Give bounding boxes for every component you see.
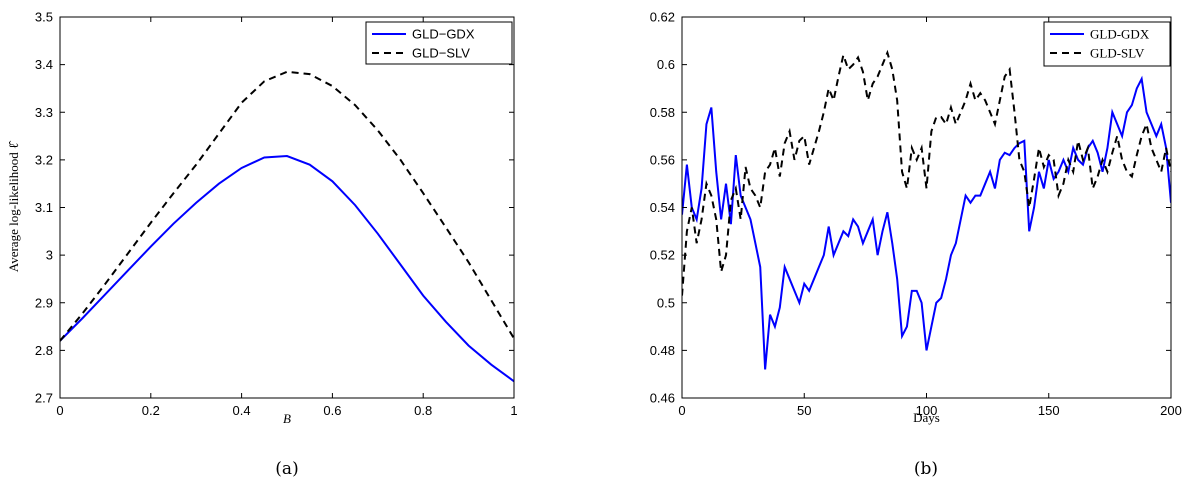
legend-entry-label: GLD-GDX [1090, 27, 1150, 42]
x-tick-label: 0 [678, 403, 685, 418]
y-tick-label: 2.8 [35, 343, 53, 358]
y-tick-label: 3.5 [35, 10, 53, 25]
series-line-gld-slv [60, 70, 514, 342]
chart-panel-b: 0 50 100 150 200 0.46 0.48 0.5 0.52 0.54 0.56 0.58 0… [650, 10, 1182, 480]
y-tick-label: 2.9 [35, 295, 53, 310]
x-tick-label: 0.2 [142, 403, 160, 418]
legend-box [365, 21, 513, 65]
legend-entry-label: GLD-SLV [1090, 46, 1145, 61]
x-tick-label: 0.6 [323, 403, 341, 418]
x-axis-label: B [283, 411, 291, 426]
x-tick-label: 200 [1160, 403, 1182, 418]
y-tick-label: 0.62 [650, 10, 675, 25]
y-tick-label: 0.6 [657, 57, 675, 72]
y-tick-label: 2.7 [35, 391, 53, 406]
axes-frame [59, 16, 515, 399]
x-tick-label: 50 [797, 403, 811, 418]
y-tick-label: 0.48 [650, 343, 675, 358]
series-line-gld-slv [682, 49, 1171, 296]
x-tick-label: 0.8 [414, 403, 432, 418]
series-line-gld-gdx [60, 155, 514, 383]
series-line-gld-gdx [682, 75, 1171, 370]
y-tick-label: 3 [46, 248, 53, 263]
x-axis-label: Days [913, 410, 940, 425]
y-tick-label: 0.56 [650, 152, 675, 167]
x-tick-label: 0.4 [233, 403, 251, 418]
legend: GLD-GDX GLD-SLV [1043, 21, 1171, 67]
x-tick-label: 1 [510, 403, 517, 418]
x-tick-label: 150 [1038, 403, 1060, 418]
y-tick-label: 0.5 [657, 295, 675, 310]
y-tick-label: 3.2 [35, 152, 53, 167]
legend-entry-label: GLD−SLV [412, 46, 470, 61]
y-tick-label: 0.46 [650, 391, 675, 406]
y-tick-label: 0.52 [650, 248, 675, 263]
y-tick-label: 3.3 [35, 105, 53, 120]
panel-caption: (b) [914, 459, 938, 479]
legend-entry-label: GLD−GDX [412, 27, 475, 42]
y-tick-label: 3.1 [35, 200, 53, 215]
legend-box [1043, 21, 1171, 67]
y-axis-label: Average log-likelihood ℓ̂ [6, 140, 21, 272]
y-tick-label: 0.54 [650, 200, 675, 215]
panel-caption: (a) [275, 459, 298, 479]
y-tick-label: 3.4 [35, 57, 53, 72]
legend: GLD−GDX GLD−SLV [365, 21, 513, 65]
y-tick-label: 0.58 [650, 105, 675, 120]
chart-panel-a: 0 0.2 0.4 0.6 0.8 1 2.7 2.8 2.9 3 3.1 3.2 3.3 3.4 3.5 B… [6, 10, 518, 480]
x-tick-label: 0 [56, 403, 63, 418]
x-tick-label: 100 [916, 403, 938, 418]
